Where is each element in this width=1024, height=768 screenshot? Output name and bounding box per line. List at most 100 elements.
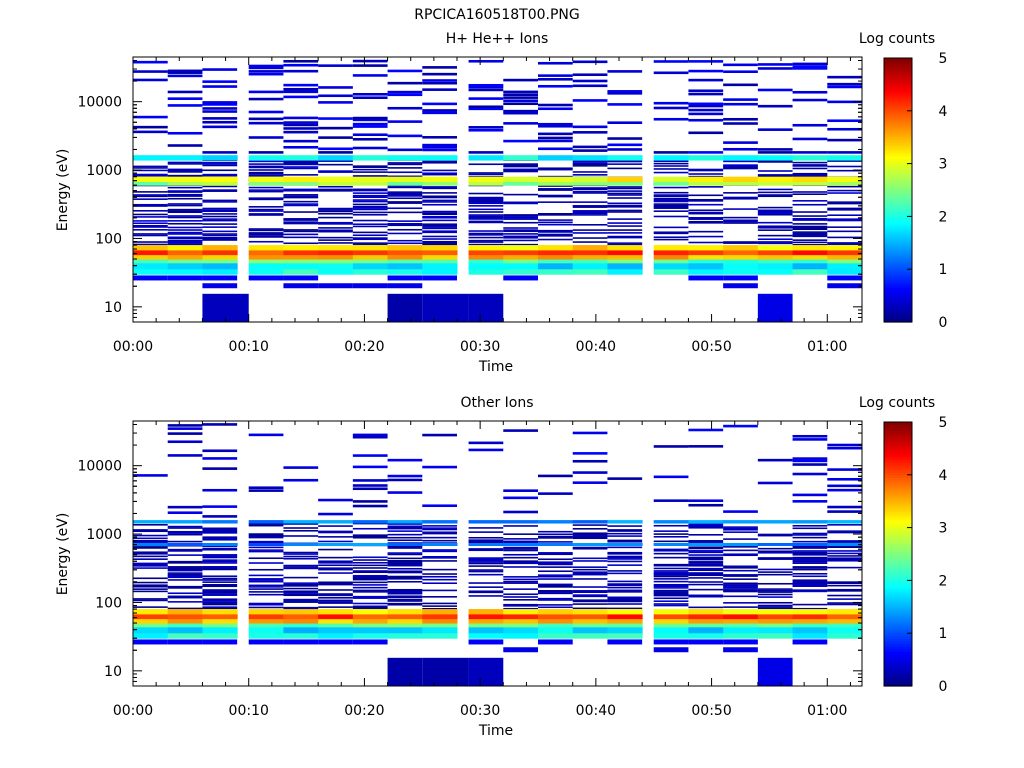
energy-bin xyxy=(248,489,284,492)
energy-bin xyxy=(352,586,388,589)
energy-bin xyxy=(503,580,538,583)
energy-bin xyxy=(202,169,238,172)
energy-bin xyxy=(202,593,238,595)
energy-bin xyxy=(468,558,504,561)
y-axis-label: Energy (eV) xyxy=(55,513,71,596)
colorbar-tick-label: 3 xyxy=(939,157,948,173)
energy-bin xyxy=(688,499,724,503)
energy-bin xyxy=(653,587,689,589)
energy-bin xyxy=(827,230,862,233)
energy-bin xyxy=(283,599,319,602)
energy-bin xyxy=(318,126,353,130)
band-cell xyxy=(387,632,423,639)
energy-bin xyxy=(653,540,689,543)
energy-bin xyxy=(283,90,319,94)
energy-bin xyxy=(422,210,457,213)
energy-bin xyxy=(538,561,573,564)
energy-bin xyxy=(352,567,388,569)
band-cell xyxy=(827,254,863,260)
energy-bin xyxy=(283,585,319,587)
energy-bin xyxy=(202,554,238,556)
energy-bin xyxy=(607,589,643,592)
energy-bin xyxy=(387,175,423,178)
band-cell xyxy=(133,542,169,547)
energy-bin xyxy=(723,647,758,653)
band-cell xyxy=(827,520,863,524)
energy-bin xyxy=(653,591,689,593)
energy-bin xyxy=(538,195,573,198)
energy-bin xyxy=(792,558,828,560)
band-cell xyxy=(653,542,689,547)
colorbar-segment xyxy=(884,522,912,526)
energy-bin xyxy=(653,592,689,594)
energy-bin xyxy=(792,244,828,246)
energy-bin xyxy=(503,215,538,217)
band-cell xyxy=(572,542,608,547)
band-cell xyxy=(133,623,169,628)
energy-bin xyxy=(538,552,573,554)
energy-bin xyxy=(538,530,573,533)
energy-bin xyxy=(792,228,828,231)
colorbar-segment xyxy=(884,466,912,471)
energy-bin xyxy=(503,593,538,596)
energy-bin xyxy=(167,216,203,219)
energy-bin xyxy=(792,463,828,466)
energy-bin xyxy=(387,81,423,85)
energy-bin xyxy=(468,214,504,216)
energy-bin xyxy=(352,578,388,581)
band-cell xyxy=(133,632,169,639)
energy-bin xyxy=(248,557,284,560)
colorbar-segment xyxy=(884,683,912,687)
colorbar-segment xyxy=(884,190,912,194)
colorbar-segment xyxy=(884,145,912,149)
energy-bin xyxy=(757,212,793,215)
energy-bin xyxy=(757,194,793,196)
energy-bin xyxy=(202,161,238,164)
energy-bin xyxy=(607,551,643,554)
energy-bin xyxy=(468,196,504,199)
energy-bin xyxy=(688,525,724,528)
band-cell xyxy=(468,249,504,256)
energy-bin xyxy=(248,568,284,571)
colorbar-segment xyxy=(884,480,912,484)
band-cell xyxy=(607,623,643,628)
energy-bin xyxy=(422,240,457,243)
energy-bin xyxy=(468,548,504,550)
spectrogram-plot: 00:00 00:10 00:20 00:30 00:40 00:50 01:0010100… xyxy=(77,420,863,719)
band-cell xyxy=(283,618,319,624)
energy-bin xyxy=(167,585,203,588)
energy-bin xyxy=(503,218,538,220)
energy-bin xyxy=(318,147,353,151)
energy-bin xyxy=(167,550,203,552)
energy-bin xyxy=(653,207,689,209)
band-cell xyxy=(202,623,238,628)
y-tick-label: 100 xyxy=(95,231,122,247)
energy-bin xyxy=(792,639,828,645)
energy-bin xyxy=(503,102,538,106)
band-cell xyxy=(468,520,504,524)
colorbar-tick-label: 2 xyxy=(939,209,948,225)
colorbar-segment xyxy=(884,572,912,576)
energy-bin xyxy=(468,172,504,174)
energy-bin xyxy=(538,132,573,136)
energy-bin xyxy=(202,207,238,210)
energy-bin xyxy=(133,639,168,645)
energy-bin xyxy=(422,215,457,218)
energy-bin xyxy=(827,581,862,583)
energy-bin xyxy=(387,185,423,187)
x-tick-label: 00:30 xyxy=(460,339,500,355)
low-energy-blocks xyxy=(202,293,793,322)
energy-bin xyxy=(422,88,457,91)
colorbar-segment xyxy=(884,195,912,199)
energy-bin xyxy=(538,221,573,224)
energy-bin xyxy=(607,553,643,555)
energy-bin xyxy=(133,546,168,548)
energy-bin xyxy=(202,594,238,596)
colorbar-segment xyxy=(884,422,912,426)
energy-bin xyxy=(468,216,504,219)
colorbar-segment xyxy=(884,295,912,299)
energy-bin xyxy=(202,283,238,289)
energy-bin xyxy=(167,161,203,164)
energy-bin xyxy=(167,231,203,234)
energy-bin xyxy=(352,595,388,598)
